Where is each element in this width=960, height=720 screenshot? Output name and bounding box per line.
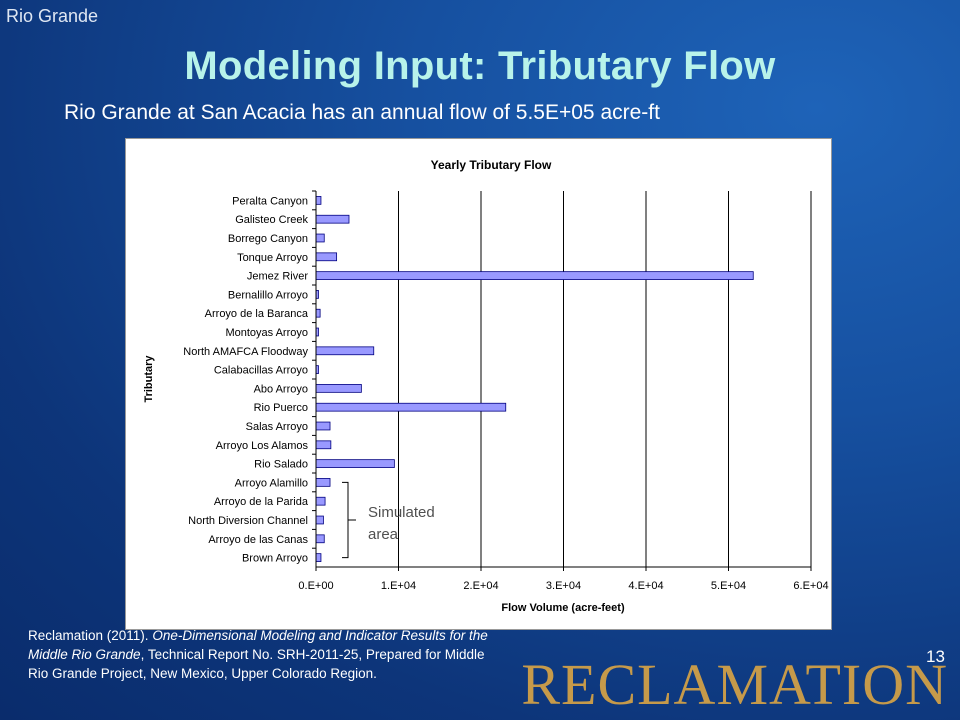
citation-suffix: , Technical Report No. SRH-2011-25, Prep…: [28, 647, 485, 681]
bars: [315, 196, 754, 562]
bar: [315, 402, 507, 412]
bar: [315, 196, 322, 205]
category-label: Peralta Canyon: [232, 195, 308, 207]
citation-prefix: Reclamation (2011).: [28, 628, 153, 643]
annotation-line2: area: [368, 526, 399, 543]
x-tick-label: 3.E+04: [546, 580, 581, 592]
bar: [315, 534, 325, 544]
y-axis-label: Tributary: [143, 355, 155, 403]
x-tick-labels: 0.E+00 1.E+04 2.E+04 3.E+04 4.E+04 5.E+04 6.E+…: [298, 567, 829, 592]
bar: [315, 233, 325, 243]
category-label: Arroyo de la Baranca: [205, 308, 309, 320]
x-tick-label: 5.E+04: [711, 580, 746, 592]
bar: [315, 553, 322, 562]
bar: [315, 496, 326, 506]
chart-frame: Yearly Tributary Flow Peralta Canyon Gali…: [125, 138, 832, 630]
page-number: 13: [926, 647, 945, 666]
category-label: Tonque Arroyo: [237, 252, 308, 264]
x-axis-label: Flow Volume (acre-feet): [501, 602, 625, 614]
category-label: Rio Puerco: [254, 402, 308, 414]
category-label: Abo Arroyo: [254, 383, 308, 395]
slide-subtitle: Rio Grande at San Acacia has an annual f…: [64, 101, 660, 124]
slide-title: Modeling Input: Tributary Flow: [184, 44, 776, 88]
x-tick-label: 1.E+04: [381, 580, 416, 592]
x-tick-label: 2.E+04: [463, 580, 498, 592]
category-labels: Peralta Canyon Galisteo Creek Borrego Cany…: [183, 190, 316, 565]
bar: [315, 459, 395, 468]
bar: [315, 384, 362, 393]
x-tick-label: 0.E+00: [298, 580, 333, 592]
x-tick-label: 6.E+04: [793, 580, 828, 592]
tributary-flow-chart: Yearly Tributary Flow Peralta Canyon Gali…: [143, 158, 829, 614]
x-tick-label: 4.E+04: [628, 580, 663, 592]
category-label: Calabacillas Arroyo: [214, 365, 308, 377]
category-label: Jemez River: [247, 271, 308, 283]
category-label: North AMAFCA Floodway: [183, 346, 308, 358]
bar: [315, 252, 338, 262]
chart-title: Yearly Tributary Flow: [431, 158, 552, 172]
bar: [315, 346, 375, 356]
category-label: Galisteo Creek: [235, 214, 308, 226]
category-label: North Diversion Channel: [188, 515, 308, 527]
bar: [315, 421, 331, 431]
corner-label: Rio Grande: [6, 6, 99, 26]
citation: Reclamation (2011). One-Dimensional Mode…: [28, 626, 498, 683]
bar: [315, 440, 332, 450]
bar: [315, 308, 321, 318]
citation-title: One-Dimensional Modeling and Indicator R…: [28, 628, 488, 662]
category-label: Montoyas Arroyo: [225, 327, 308, 339]
category-label: Salas Arroyo: [246, 421, 308, 433]
simulated-area-bracket: [342, 481, 356, 559]
category-label: Arroyo Los Alamos: [216, 440, 309, 452]
bar: [315, 515, 324, 525]
category-label: Arroyo de la Parida: [214, 496, 309, 508]
grid-lines: [398, 191, 812, 567]
category-label: Arroyo de las Canas: [208, 534, 308, 546]
reclamation-logo: RECLAMATION: [521, 652, 948, 717]
bar: [315, 478, 331, 487]
annotation-line1: Simulated: [368, 504, 435, 521]
category-label: Brown Arroyo: [242, 553, 308, 565]
category-label: Rio Salado: [254, 459, 308, 471]
category-label: Arroyo Alamillo: [235, 477, 308, 489]
bar: [315, 214, 350, 224]
category-label: Borrego Canyon: [228, 233, 308, 245]
category-label: Bernalillo Arroyo: [228, 289, 308, 301]
bar: [315, 271, 754, 280]
